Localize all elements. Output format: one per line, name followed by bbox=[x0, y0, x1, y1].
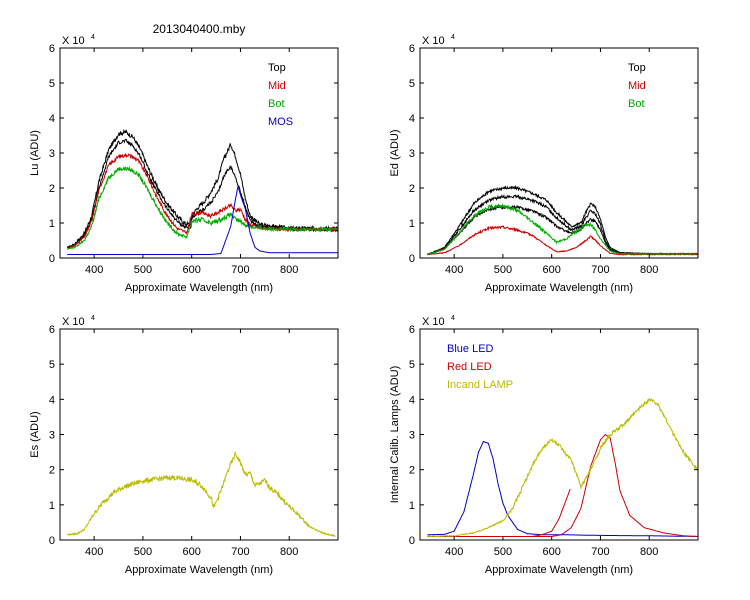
x-tick-label: 700 bbox=[591, 546, 609, 558]
chart-calib: 400 500 600 700 800 0 1 2 3 4 5 6 X 10 4 Approximate W… bbox=[389, 315, 699, 576]
figure-title: 2013040400.mby bbox=[153, 22, 246, 36]
y-tick-label: 3 bbox=[49, 430, 55, 442]
x-tick-label: 600 bbox=[183, 264, 201, 276]
x-tick-label: 500 bbox=[134, 264, 152, 276]
x-tick-label: 500 bbox=[134, 546, 152, 558]
series-mos bbox=[67, 186, 338, 255]
y-tick-label: 3 bbox=[409, 430, 415, 442]
series-es bbox=[66, 450, 336, 537]
x-tick-label: 400 bbox=[445, 546, 463, 558]
y-tick-label: 1 bbox=[49, 500, 55, 512]
y-tick-label: 2 bbox=[49, 183, 55, 195]
y-tick-label: 3 bbox=[49, 148, 55, 160]
x-tick-label: 800 bbox=[640, 264, 658, 276]
x-tick-label: 600 bbox=[543, 264, 561, 276]
y-axis-label: Internal Calib. Lamps (ADU) bbox=[389, 366, 401, 504]
x-tick-label: 600 bbox=[183, 546, 201, 558]
legend-entry: Mid bbox=[628, 80, 646, 92]
axis-multiplier: X 10 bbox=[422, 316, 445, 328]
legend-entry: MOS bbox=[268, 116, 293, 128]
y-axis-label: Ed (ADU) bbox=[389, 129, 401, 176]
y-tick-label: 5 bbox=[49, 78, 55, 90]
x-tick-label: 700 bbox=[591, 264, 609, 276]
series-red-led bbox=[427, 433, 698, 537]
axis-multiplier: X 10 bbox=[62, 35, 85, 47]
y-tick-label: 6 bbox=[409, 324, 415, 336]
y-axis-label: Lu (ADU) bbox=[29, 130, 41, 176]
series-incand-lamp bbox=[427, 397, 698, 538]
series-top-2 bbox=[66, 138, 338, 249]
chart-ed: 400 500 600 700 800 0 1 2 3 4 5 6 X 10 4 Approximate W… bbox=[389, 34, 699, 294]
x-tick-label: 400 bbox=[445, 264, 463, 276]
y-tick-label: 5 bbox=[409, 78, 415, 90]
axis-multiplier: X 10 bbox=[62, 316, 85, 328]
y-tick-label: 2 bbox=[409, 183, 415, 195]
y-tick-label: 2 bbox=[409, 465, 415, 477]
x-tick-label: 400 bbox=[85, 546, 103, 558]
x-axis-label: Approximate Wavelength (nm) bbox=[485, 564, 633, 576]
series-bot bbox=[427, 203, 698, 256]
series-red-led-stray bbox=[532, 488, 571, 537]
x-tick-label: 500 bbox=[494, 546, 512, 558]
y-tick-label: 0 bbox=[409, 535, 415, 547]
y-tick-label: 6 bbox=[409, 43, 415, 55]
y-tick-label: 4 bbox=[409, 113, 415, 125]
series-top bbox=[67, 128, 338, 249]
legend-entry: Bot bbox=[628, 98, 645, 110]
y-tick-label: 0 bbox=[409, 253, 415, 265]
legend-entry: Mid bbox=[268, 80, 286, 92]
series-top-2 bbox=[426, 194, 698, 256]
x-tick-label: 800 bbox=[280, 264, 298, 276]
legend-entry: Bot bbox=[268, 98, 285, 110]
chart-lu: 400 500 600 700 800 0 1 2 3 4 5 6 X 10 4 Approximate W… bbox=[29, 34, 339, 294]
axis-exponent: 4 bbox=[91, 34, 95, 41]
chart-es: 400 500 600 700 800 0 1 2 3 4 5 6 X 10 4 Approximate W… bbox=[29, 315, 339, 576]
legend-entry: Top bbox=[628, 62, 646, 74]
axis-exponent: 4 bbox=[451, 34, 455, 41]
x-tick-label: 700 bbox=[231, 546, 249, 558]
x-tick-label: 800 bbox=[640, 546, 658, 558]
x-tick-label: 600 bbox=[543, 546, 561, 558]
legend-entry: Incand LAMP bbox=[447, 379, 513, 391]
y-tick-label: 5 bbox=[49, 359, 55, 371]
y-tick-label: 3 bbox=[409, 148, 415, 160]
x-tick-label: 800 bbox=[280, 546, 298, 558]
axis-exponent: 4 bbox=[91, 315, 95, 322]
series-blue-led bbox=[427, 440, 698, 537]
series-mid bbox=[66, 152, 338, 249]
series-mid bbox=[426, 225, 698, 256]
x-axis-label: Approximate Wavelength (nm) bbox=[485, 282, 633, 294]
y-tick-label: 5 bbox=[409, 359, 415, 371]
y-tick-label: 1 bbox=[409, 218, 415, 230]
x-axis-label: Approximate Wavelength (nm) bbox=[125, 282, 273, 294]
y-tick-label: 6 bbox=[49, 43, 55, 55]
y-tick-label: 0 bbox=[49, 535, 55, 547]
series-top bbox=[426, 184, 698, 256]
x-axis-label: Approximate Wavelength (nm) bbox=[125, 564, 273, 576]
legend-entry: Red LED bbox=[447, 361, 492, 373]
axis-exponent: 4 bbox=[451, 315, 455, 322]
y-tick-label: 2 bbox=[49, 465, 55, 477]
y-tick-label: 6 bbox=[49, 324, 55, 336]
y-axis-label: Es (ADU) bbox=[29, 411, 41, 457]
y-tick-label: 4 bbox=[49, 394, 55, 406]
axis-multiplier: X 10 bbox=[422, 35, 445, 47]
x-tick-label: 500 bbox=[494, 264, 512, 276]
legend-entry: Top bbox=[268, 62, 286, 74]
y-tick-label: 4 bbox=[409, 394, 415, 406]
series-bot bbox=[67, 165, 338, 250]
y-tick-label: 1 bbox=[49, 218, 55, 230]
y-tick-label: 4 bbox=[49, 113, 55, 125]
x-tick-label: 700 bbox=[231, 264, 249, 276]
legend-entry: Blue LED bbox=[447, 343, 494, 355]
y-tick-label: 0 bbox=[49, 253, 55, 265]
plot-frame bbox=[59, 328, 339, 541]
x-tick-label: 400 bbox=[85, 264, 103, 276]
y-tick-label: 1 bbox=[409, 500, 415, 512]
